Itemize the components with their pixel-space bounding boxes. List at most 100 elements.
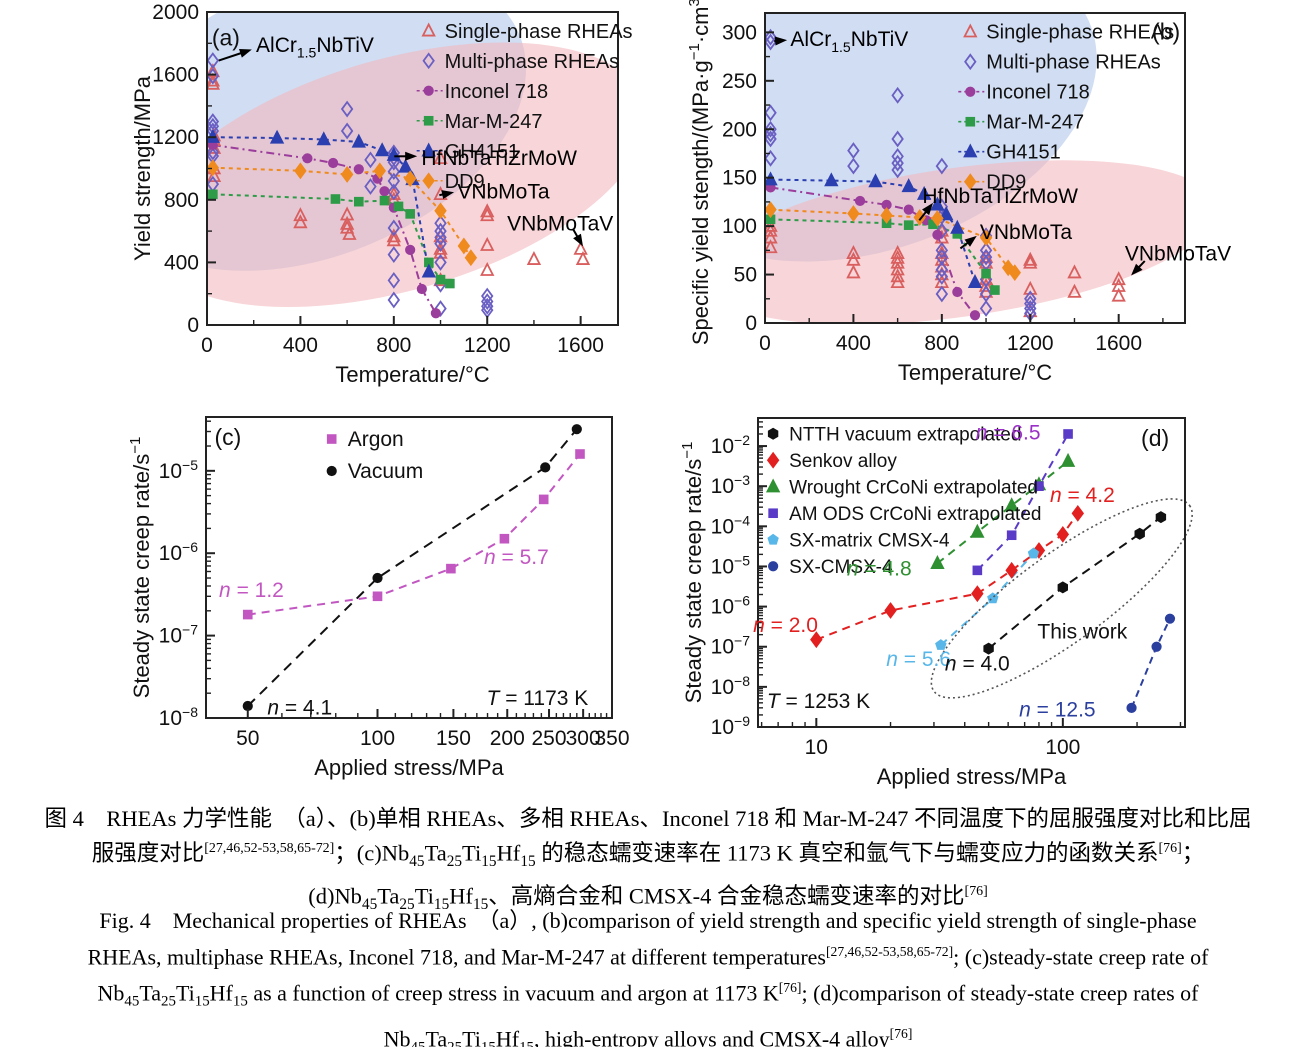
svg-text:1200: 1200: [152, 126, 199, 149]
series-layer: [207, 52, 591, 319]
svg-text:50: 50: [734, 264, 757, 287]
svg-text:DD9: DD9: [986, 172, 1026, 194]
svg-text:100: 100: [360, 727, 395, 750]
svg-text:50: 50: [236, 727, 259, 750]
svg-text:250: 250: [531, 727, 566, 750]
series-layer: [765, 28, 1126, 322]
caption-line: (d)Nb45Ta25Ti15Hf15、高熵合金和 CMSX-4 合金稳态蠕变速…: [308, 883, 988, 914]
svg-text:n = 4.8: n = 4.8: [847, 557, 912, 580]
series-senkov-alloy: [810, 504, 1085, 649]
svg-text:HfNbTaTiZrMoW: HfNbTaTiZrMoW: [421, 147, 577, 170]
svg-text:AlCr1.5NbTiV: AlCr1.5NbTiV: [256, 34, 374, 61]
series-argon: [242, 449, 585, 620]
svg-text:2000: 2000: [152, 1, 199, 24]
svg-text:100: 100: [722, 215, 757, 238]
chart-panel-specific-yield-strength: 0 400 800 1200 1600 0 50 100 150 200 250 300 Tempera…: [686, 0, 1231, 385]
svg-text:HfNbTaTiZrMoW: HfNbTaTiZrMoW: [922, 185, 1078, 208]
svg-text:10−2: 10−2: [711, 432, 751, 458]
svg-text:0: 0: [745, 312, 757, 335]
svg-text:SX-CMSX-4: SX-CMSX-4: [789, 557, 893, 578]
annotations: n = 1.2 n = 5.7 n = 4.1 T = 1173 K: [219, 546, 588, 719]
series-am-ods-crconi-extrapolated: [972, 429, 1073, 576]
svg-text:GH4151: GH4151: [445, 141, 520, 163]
axis-ticks: [206, 11, 582, 326]
svg-text:Inconel 718: Inconel 718: [986, 82, 1089, 104]
panel-label: (d): [1141, 425, 1169, 451]
axis-ticks: [758, 421, 1182, 728]
caption-line: Nb45Ta25Ti15Hf15 as a function of creep …: [97, 980, 1199, 1011]
y-axis-label: Steady state creep rate/s−1: [127, 437, 154, 699]
axis-ticks: [764, 31, 1164, 324]
x-axis-label: Temperature/°C: [335, 362, 489, 387]
panel-label: (a): [212, 25, 240, 51]
svg-text:200: 200: [490, 727, 525, 750]
svg-text:T = 1253 K: T = 1253 K: [767, 690, 870, 713]
svg-text:VNbMoTaV: VNbMoTaV: [507, 212, 613, 235]
svg-text:n = 5.7: n = 5.7: [484, 546, 549, 569]
y-axis-label: Yield strength/MPa: [130, 75, 155, 261]
annotations: AlCr1.5NbTiV HfNbTaTiZrMoW VNbMoTa VNbMoTaV: [774, 28, 1231, 276]
series-sx-matrix-cmsx-4: [935, 547, 1040, 650]
svg-text:800: 800: [164, 189, 199, 212]
svg-text:10−5: 10−5: [711, 552, 751, 578]
x-axis-label: Applied stress/MPa: [877, 764, 1067, 789]
chart-panel-yield-strength: 0 400 800 1200 1600 0 400 800 1200 1600 2000 Temper…: [130, 1, 633, 387]
svg-text:1600: 1600: [1095, 332, 1142, 355]
svg-text:10−8: 10−8: [711, 673, 751, 699]
svg-text:1200: 1200: [1007, 332, 1054, 355]
caption-line: Nb45Ta25Ti15Hf15, high-entropy alloys an…: [383, 1026, 913, 1047]
caption-line: 服强度对比[27,46,52-53,58,65-72]；(c)Nb45Ta25T…: [91, 840, 1205, 871]
svg-text:10−7: 10−7: [159, 622, 199, 648]
svg-text:NTTH vacuum extrapolated: NTTH vacuum extrapolated: [789, 425, 1021, 446]
svg-text:SX-matrix CMSX-4: SX-matrix CMSX-4: [789, 531, 950, 552]
svg-text:Inconel 718: Inconel 718: [445, 81, 548, 103]
caption-line: 图 4 RHEAs 力学性能 （a）、(b)单相 RHEAs、多相 RHEAs、…: [44, 806, 1252, 831]
svg-text:400: 400: [836, 332, 871, 355]
svg-text:10−9: 10−9: [711, 713, 751, 739]
svg-text:VNbMoTa: VNbMoTa: [980, 221, 1073, 244]
svg-text:300: 300: [566, 727, 601, 750]
svg-text:10−8: 10−8: [159, 704, 199, 730]
svg-text:250: 250: [722, 70, 757, 93]
x-axis-label: Temperature/°C: [898, 360, 1052, 385]
svg-text:Mar-M-247: Mar-M-247: [445, 111, 543, 133]
series-multi-phase-rheas: [765, 28, 1037, 322]
svg-text:n = 2.0: n = 2.0: [753, 614, 818, 637]
panel-label: (b): [1152, 19, 1180, 45]
svg-text:200: 200: [722, 118, 757, 141]
series-mar-m-247: [208, 189, 455, 289]
svg-text:n = 6.5: n = 6.5: [976, 421, 1041, 444]
svg-text:350: 350: [594, 727, 629, 750]
svg-text:10: 10: [805, 736, 828, 759]
svg-text:Argon: Argon: [348, 428, 404, 451]
series-dd9: [765, 201, 1022, 282]
series-dd9: [207, 159, 478, 267]
shaded-regions: [765, 13, 1185, 323]
svg-text:n = 12.5: n = 12.5: [1019, 699, 1095, 722]
svg-text:n = 5.6: n = 5.6: [886, 648, 951, 671]
svg-text:Mar-M-247: Mar-M-247: [986, 112, 1084, 134]
svg-text:800: 800: [924, 332, 959, 355]
svg-text:Single-phase RHEAs: Single-phase RHEAs: [986, 22, 1174, 44]
svg-text:10−4: 10−4: [711, 512, 751, 538]
series-layer: [242, 424, 585, 712]
svg-text:n = 4.1: n = 4.1: [267, 696, 332, 719]
svg-text:400: 400: [164, 251, 199, 274]
svg-text:10−6: 10−6: [711, 593, 751, 619]
svg-text:150: 150: [436, 727, 471, 750]
svg-text:Multi-phase RHEAs: Multi-phase RHEAs: [445, 51, 620, 73]
series-layer: [810, 429, 1176, 713]
svg-text:AM ODS CrCoNi extrapolated: AM ODS CrCoNi extrapolated: [789, 504, 1041, 525]
this-work-ellipse: [930, 498, 1193, 699]
svg-text:0: 0: [201, 334, 213, 357]
svg-text:n = 1.2: n = 1.2: [219, 579, 284, 602]
svg-text:Multi-phase RHEAs: Multi-phase RHEAs: [986, 52, 1161, 74]
svg-text:1200: 1200: [464, 334, 511, 357]
series-ntth-vacuum-extrapolated: [983, 511, 1167, 655]
legend: Single-phase RHEAs Multi-phase RHEAs Incon…: [958, 22, 1174, 194]
caption-chinese: 图 4 RHEAs 力学性能 （a）、(b)单相 RHEAs、多相 RHEAs、…: [0, 804, 1296, 920]
legend: Argon Vacuum: [326, 428, 423, 483]
series-sx-cmsx-4: [1126, 613, 1176, 713]
